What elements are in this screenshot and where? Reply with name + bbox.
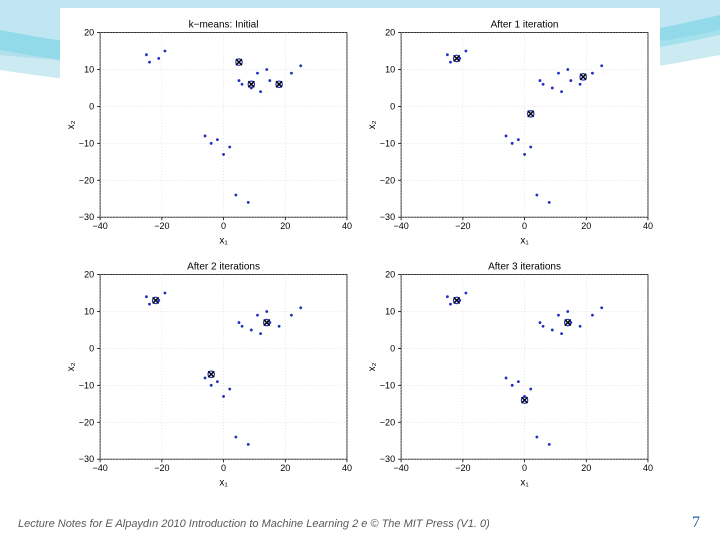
svg-text:x₁: x₁ <box>520 477 529 488</box>
svg-text:−20: −20 <box>154 463 169 473</box>
svg-text:x₁: x₁ <box>219 477 228 488</box>
svg-text:20: 20 <box>581 463 591 473</box>
svg-text:40: 40 <box>342 463 352 473</box>
svg-text:x₂: x₂ <box>66 120 77 129</box>
svg-text:After 2 iterations: After 2 iterations <box>187 261 260 272</box>
svg-text:x₁: x₁ <box>219 235 228 246</box>
svg-text:−20: −20 <box>154 221 169 231</box>
svg-text:After 3 iterations: After 3 iterations <box>488 261 561 272</box>
svg-text:−20: −20 <box>455 221 470 231</box>
panel-0: −40 −20 0 20 40 −30 −20 −10 0 10 20 x₁ x₂ k−means: In… <box>64 12 355 250</box>
svg-text:x₂: x₂ <box>66 362 77 371</box>
panel-2: −40 −20 0 20 40 −30 −20 −10 0 10 20 x₁ x₂ After 2 ite… <box>64 254 355 492</box>
svg-text:0: 0 <box>221 463 226 473</box>
svg-text:0: 0 <box>89 101 94 111</box>
chart-grid: −40 −20 0 20 40 −30 −20 −10 0 10 20 x₁ x₂ k−means: In… <box>60 8 660 488</box>
svg-text:10: 10 <box>84 64 94 74</box>
svg-text:20: 20 <box>84 28 94 38</box>
svg-text:−10: −10 <box>380 380 395 390</box>
svg-text:20: 20 <box>84 269 94 279</box>
svg-text:−40: −40 <box>393 221 408 231</box>
svg-text:0: 0 <box>522 463 527 473</box>
svg-text:0: 0 <box>522 221 527 231</box>
svg-text:−40: −40 <box>92 221 107 231</box>
svg-text:−40: −40 <box>393 463 408 473</box>
svg-text:20: 20 <box>280 221 290 231</box>
svg-text:After 1 iteration: After 1 iteration <box>491 20 559 31</box>
svg-text:−20: −20 <box>380 417 395 427</box>
svg-text:−10: −10 <box>380 138 395 148</box>
svg-text:40: 40 <box>643 221 653 231</box>
footer-citation: Lecture Notes for E Alpaydın 2010 Introd… <box>18 518 490 530</box>
svg-text:−30: −30 <box>79 454 94 464</box>
svg-text:−20: −20 <box>79 417 94 427</box>
svg-text:−20: −20 <box>455 463 470 473</box>
svg-text:0: 0 <box>390 343 395 353</box>
svg-text:−10: −10 <box>79 138 94 148</box>
svg-text:10: 10 <box>385 306 395 316</box>
svg-text:40: 40 <box>342 221 352 231</box>
svg-text:20: 20 <box>385 269 395 279</box>
svg-text:20: 20 <box>385 28 395 38</box>
svg-text:−30: −30 <box>79 212 94 222</box>
page-number: 7 <box>692 514 700 532</box>
svg-text:−20: −20 <box>380 175 395 185</box>
svg-text:x₁: x₁ <box>520 235 529 246</box>
svg-text:−30: −30 <box>380 454 395 464</box>
panel-3: −40 −20 0 20 40 −30 −20 −10 0 10 20 x₁ x₂ After 3 ite… <box>365 254 656 492</box>
svg-text:0: 0 <box>221 221 226 231</box>
svg-text:40: 40 <box>643 463 653 473</box>
svg-text:−20: −20 <box>79 175 94 185</box>
svg-text:10: 10 <box>385 64 395 74</box>
svg-text:10: 10 <box>84 306 94 316</box>
svg-text:−30: −30 <box>380 212 395 222</box>
svg-text:0: 0 <box>390 101 395 111</box>
svg-text:−10: −10 <box>79 380 94 390</box>
svg-text:20: 20 <box>280 463 290 473</box>
svg-text:−40: −40 <box>92 463 107 473</box>
svg-text:0: 0 <box>89 343 94 353</box>
svg-text:x₂: x₂ <box>367 120 378 129</box>
svg-text:x₂: x₂ <box>367 362 378 371</box>
svg-text:20: 20 <box>581 221 591 231</box>
panel-1: −40 −20 0 20 40 −30 −20 −10 0 10 20 x₁ x₂ After 1 ite… <box>365 12 656 250</box>
svg-text:k−means: Initial: k−means: Initial <box>189 20 259 31</box>
